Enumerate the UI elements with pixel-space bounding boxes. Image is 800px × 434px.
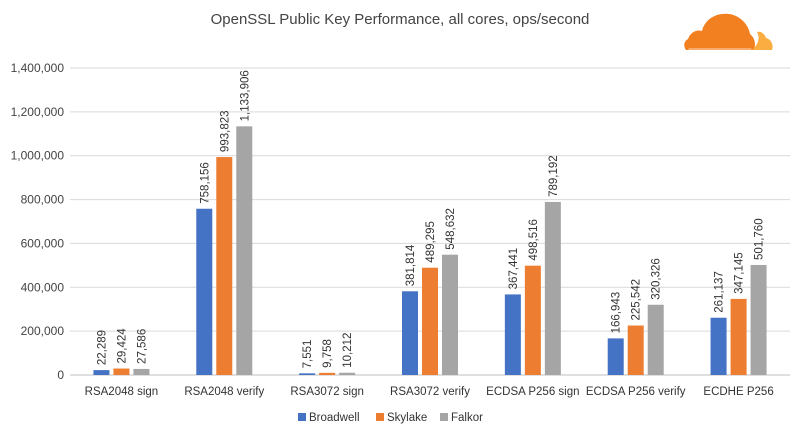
x-category-label: RSA3072 sign (290, 386, 364, 398)
legend-swatch-skylake (376, 413, 384, 421)
x-category-label: ECDHE P256 (703, 386, 773, 398)
data-label: 501,760 (754, 218, 766, 260)
legend-label: Broadwell (309, 412, 360, 424)
y-tick-label: 1,000,000 (11, 149, 65, 163)
data-label: 29,424 (116, 328, 128, 364)
chart-title: OpenSSL Public Key Performance, all core… (211, 11, 590, 28)
data-label: 225,542 (631, 279, 643, 321)
data-label: 993,823 (219, 110, 231, 152)
bar-falkor (544, 201, 561, 375)
legend: Broadwell Skylake Falkor (298, 412, 483, 424)
bar-falkor (339, 372, 356, 375)
x-category-label: RSA3072 verify (390, 386, 470, 398)
cloud-logo (684, 13, 773, 50)
legend-label: Skylake (387, 412, 427, 424)
data-label: 7,551 (302, 340, 314, 369)
bar-broadwell (299, 373, 316, 375)
y-tick-label: 800,000 (21, 193, 65, 207)
x-axis-categories: RSA2048 sign RSA2048 verify RSA3072 sign RS… (85, 386, 774, 398)
data-label: 320,326 (651, 258, 663, 300)
data-label: 498,516 (528, 219, 540, 261)
y-axis-ticks: 0 200,000 400,000 600,000 800,000 1,000,000 1,… (11, 61, 65, 382)
data-labels: 22,289 29,424 27,586 758,156 993,823 1,133,90… (96, 70, 765, 368)
x-category-label: RSA2048 verify (184, 386, 264, 398)
data-label: 347,145 (734, 252, 746, 294)
data-label: 9,758 (322, 339, 334, 368)
bar-broadwell (504, 294, 521, 375)
data-label: 758,156 (199, 162, 211, 204)
bar-falkor (236, 126, 253, 375)
data-label: 548,632 (445, 208, 457, 250)
bar-skylake (422, 267, 438, 375)
data-label: 1,133,906 (239, 70, 251, 121)
bar-falkor (442, 254, 458, 375)
data-label: 367,441 (508, 248, 520, 290)
data-label: 381,814 (405, 244, 417, 286)
bar-broadwell (402, 291, 418, 375)
data-label: 489,295 (425, 221, 437, 263)
bar-skylake (319, 372, 336, 375)
x-category-label: ECDSA P256 verify (586, 386, 686, 398)
legend-swatch-falkor (440, 413, 448, 421)
cloud-logo-main (684, 13, 755, 50)
data-label: 10,212 (342, 333, 354, 368)
bar-skylake (113, 368, 130, 375)
y-tick-label: 600,000 (21, 236, 65, 250)
bar-skylake (524, 265, 541, 375)
bar-falkor (647, 304, 664, 375)
bar-falkor (750, 264, 767, 375)
y-tick-label: 1,200,000 (11, 105, 65, 119)
bar-broadwell (196, 208, 213, 375)
cloud-logo-small (752, 31, 773, 50)
legend-label: Falkor (451, 412, 483, 424)
y-tick-label: 1,400,000 (11, 61, 65, 75)
y-tick-label: 0 (57, 368, 64, 382)
data-label: 27,586 (136, 329, 148, 364)
bar-broadwell (710, 317, 727, 375)
bar-skylake (216, 157, 233, 375)
data-label: 261,137 (714, 271, 726, 313)
y-tick-label: 200,000 (21, 324, 65, 338)
data-label: 166,943 (611, 292, 623, 334)
data-label: 22,289 (96, 330, 108, 365)
bar-falkor (133, 368, 150, 375)
bar-broadwell (93, 370, 110, 375)
legend-swatch-broadwell (298, 413, 306, 421)
cloud-logo-highlight (688, 48, 752, 50)
bar-broadwell (607, 338, 624, 375)
bars (93, 126, 767, 375)
data-label: 789,192 (548, 155, 560, 197)
bar-skylake (730, 298, 747, 375)
y-tick-label: 400,000 (21, 280, 65, 294)
x-category-label: ECDSA P256 sign (486, 386, 579, 398)
x-category-label: RSA2048 sign (85, 386, 159, 398)
bar-skylake (627, 325, 644, 375)
